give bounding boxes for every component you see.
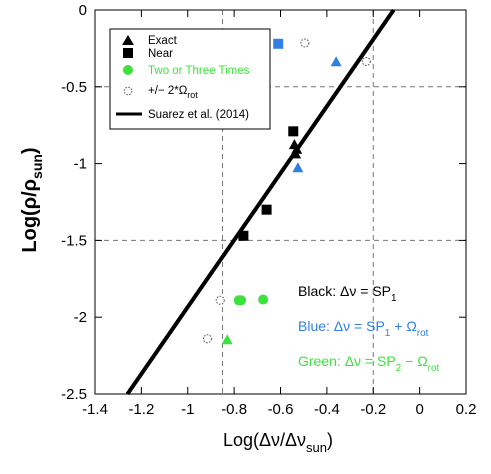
legend-marker-near [123,48,133,58]
annotation-black: Black: Δν = SP1 [298,283,397,304]
data-point-circle [258,294,269,305]
legend-marker-exact [122,35,134,45]
data-point-open-circle [361,56,371,66]
legend-label-two-or-three-times: Two or Three Times [148,65,250,77]
x-tick-label: 0 [415,401,423,418]
x-tick-label: 0.2 [456,401,477,418]
y-tick-label: -1 [74,156,87,173]
y-tick-label: -0.5 [61,79,87,96]
data-points [202,38,371,345]
axis-ticks [94,9,467,395]
legend-label-exact: Exact [148,35,178,47]
data-point-circle [236,295,247,306]
annotation-blue: Blue: Δν = SP1 + Ωrot [298,318,429,339]
legend-marker-two-or-three-times [123,65,133,75]
x-tick-label: -0.8 [221,401,247,418]
data-point-open-circle [202,334,212,344]
y-tick-label: 0 [79,2,87,19]
tick-labels: -1.4 -1.2 -1 -0.8 -0.6 -0.4 -0.2 0 0.2 0 -0.5 -1 -1.… [61,2,476,418]
data-point-square [288,126,299,137]
x-tick-label: -1 [181,401,194,418]
fit-line [125,8,396,396]
x-tick-label: -1.2 [128,401,154,418]
data-point-square [261,204,272,215]
y-tick-label: -1.5 [61,232,87,249]
x-tick-label: -0.6 [268,401,294,418]
x-axis-title: Log(Δν/Δνsun) [223,430,333,455]
legend: Exact Near Two or Three Times +/− 2*Ωrot… [109,28,271,130]
x-tick-label: -0.4 [314,401,340,418]
annotation-green: Green: Δν = SP2 − Ωrot [298,353,440,374]
legend-marker-rot [123,86,133,96]
data-point-triangle [330,56,342,67]
legend-label-fit-line: Suarez et al. (2014) [148,109,249,121]
y-axis-title: Log(ρ/ρsun) [19,147,45,252]
x-tick-label: -0.2 [360,401,386,418]
data-point-triangle [292,162,304,173]
data-point-square [238,230,249,241]
legend-label-near: Near [148,48,173,60]
legend-box [109,28,271,130]
y-tick-label: -2.5 [61,386,87,403]
annotations: Black: Δν = SP1 Blue: Δν = SP1 + Ωrot Gr… [298,283,440,374]
data-point-triangle [291,143,303,154]
data-point-open-circle [215,295,225,305]
data-point-square [273,38,284,49]
x-tick-label: -1.4 [82,401,108,418]
legend-label-rot: +/− 2*Ωrot [148,85,198,100]
y-tick-label: -2 [74,309,87,326]
data-point-triangle [221,334,233,345]
data-point-open-circle [300,38,310,48]
